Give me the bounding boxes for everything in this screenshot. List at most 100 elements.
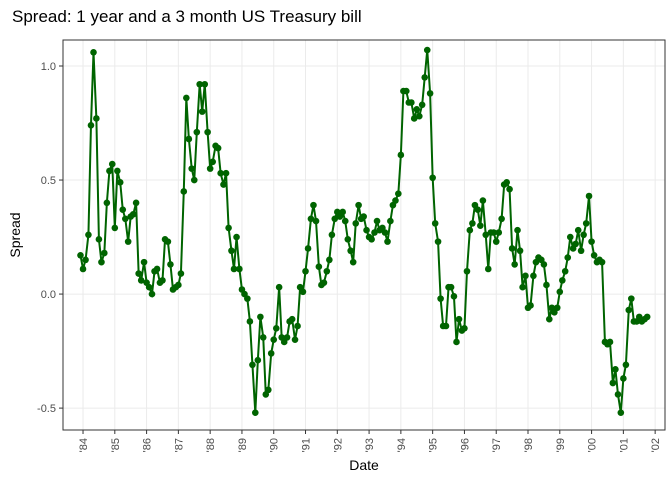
data-point <box>408 99 415 106</box>
data-point <box>347 247 354 255</box>
data-point <box>177 270 185 277</box>
data-point <box>397 151 405 159</box>
x-tick-label: '90 <box>269 438 281 452</box>
data-point <box>106 167 113 175</box>
chart-title: Spread: 1 year and a 3 month US Treasury… <box>12 7 362 26</box>
x-tick-label: '99 <box>555 438 567 452</box>
data-point <box>514 226 521 234</box>
data-point <box>77 251 84 259</box>
data-point <box>434 238 442 245</box>
data-point <box>159 277 166 284</box>
data-point <box>482 231 490 239</box>
x-tick-label: '91 <box>301 438 313 452</box>
data-point <box>590 251 598 259</box>
data-point <box>381 229 389 236</box>
data-point <box>304 245 312 252</box>
data-point <box>574 226 582 234</box>
x-tick-label: '92 <box>332 438 344 452</box>
data-point <box>506 185 513 193</box>
data-point <box>288 315 296 323</box>
data-point <box>620 375 627 382</box>
data-point <box>116 179 124 186</box>
data-point <box>251 409 259 416</box>
data-point <box>82 256 89 264</box>
data-point <box>455 315 463 323</box>
data-point <box>598 258 606 266</box>
data-point <box>183 94 190 102</box>
data-point <box>307 215 315 223</box>
data-point <box>315 263 323 271</box>
data-point <box>148 290 156 298</box>
data-point <box>95 236 103 243</box>
data-point <box>463 267 471 275</box>
x-tick-label: '96 <box>459 438 471 452</box>
data-point <box>503 179 511 186</box>
data-point <box>310 201 317 209</box>
data-point <box>553 304 561 312</box>
data-point <box>466 226 474 234</box>
data-point <box>363 226 370 234</box>
data-point <box>323 267 331 275</box>
data-point <box>124 238 132 245</box>
data-point <box>121 215 129 223</box>
data-point <box>341 217 349 225</box>
data-point <box>490 229 497 236</box>
data-point <box>643 313 651 321</box>
data-point <box>87 121 95 129</box>
x-tick-label: '98 <box>523 438 535 452</box>
data-point <box>272 324 280 332</box>
data-point <box>85 231 92 239</box>
data-point <box>410 115 418 122</box>
data-point <box>384 238 391 245</box>
data-point <box>527 302 534 309</box>
data-point <box>270 336 278 343</box>
data-point <box>164 238 172 245</box>
data-point <box>392 197 399 204</box>
data-point <box>145 283 153 291</box>
x-tick-label: '97 <box>491 438 503 452</box>
data-point <box>204 128 211 136</box>
data-point <box>559 277 566 284</box>
data-point <box>244 295 251 302</box>
data-point <box>572 240 579 248</box>
data-point <box>614 391 622 398</box>
data-point <box>540 261 548 268</box>
data-point <box>423 46 431 54</box>
data-point <box>283 334 291 341</box>
data-point <box>395 190 402 198</box>
data-point <box>320 279 328 286</box>
data-point <box>153 265 161 273</box>
data-point <box>495 229 503 236</box>
data-point <box>98 258 105 266</box>
data-point <box>201 80 209 88</box>
data-point <box>108 160 116 168</box>
data-point <box>265 386 272 394</box>
data-point <box>461 324 468 332</box>
data-point <box>233 233 240 241</box>
data-point <box>129 210 137 218</box>
data-point <box>612 366 619 373</box>
data-point <box>175 281 182 289</box>
data-point <box>225 224 232 232</box>
y-tick-label: 0.0 <box>41 289 56 301</box>
data-point <box>339 208 347 216</box>
x-tick-label: '89 <box>237 438 249 452</box>
y-tick-label: 0.5 <box>41 175 56 187</box>
data-point <box>442 322 450 330</box>
data-point <box>477 222 484 229</box>
data-point <box>209 158 217 166</box>
data-point <box>577 247 585 255</box>
data-point <box>450 293 458 300</box>
data-point <box>387 217 394 225</box>
x-tick-label: '02 <box>650 438 662 452</box>
data-point <box>530 272 537 280</box>
data-point <box>492 238 500 245</box>
data-point <box>582 220 590 227</box>
data-point <box>267 350 275 357</box>
data-point <box>580 231 587 239</box>
data-point <box>585 192 593 200</box>
x-tick-label: '93 <box>364 438 376 452</box>
x-axis-title: Date <box>349 457 379 473</box>
data-point <box>257 313 264 321</box>
data-point <box>522 272 529 280</box>
